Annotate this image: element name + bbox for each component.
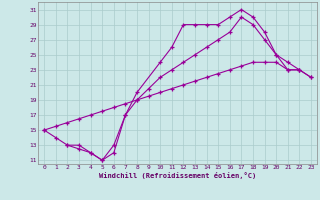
X-axis label: Windchill (Refroidissement éolien,°C): Windchill (Refroidissement éolien,°C) <box>99 172 256 179</box>
